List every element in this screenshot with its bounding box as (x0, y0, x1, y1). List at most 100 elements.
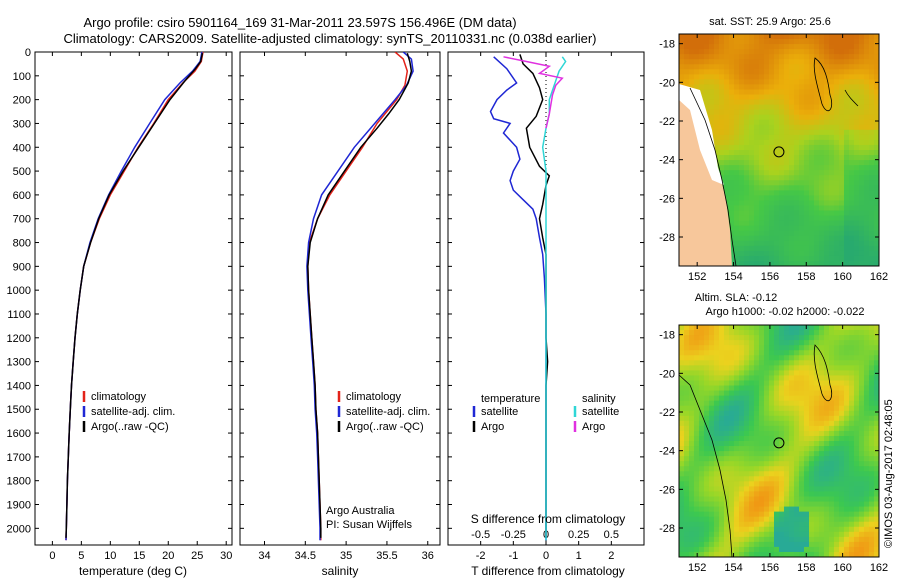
sla-cell (809, 536, 815, 543)
sla-cell (794, 456, 800, 462)
sst-cell (829, 180, 835, 186)
sst-cell (754, 240, 760, 247)
sla-cell (729, 435, 735, 442)
sla-cell (789, 325, 795, 331)
sla-cell (794, 501, 800, 508)
sla-cell (719, 345, 725, 351)
sla-cell (749, 325, 755, 331)
sla-cell (704, 486, 710, 493)
sst-cell (824, 54, 830, 60)
sla-cell (864, 491, 870, 498)
sst-cell (809, 139, 815, 146)
sla-cell (709, 521, 715, 528)
sst-cell (809, 255, 815, 262)
sst-cell (869, 245, 875, 252)
sst-cell (774, 230, 780, 237)
sst-cell (744, 124, 750, 131)
sst-cell (739, 230, 745, 237)
sla-cell (754, 420, 760, 427)
sst-cell (859, 74, 865, 80)
sla-cell (829, 511, 835, 518)
sst-cell (839, 144, 845, 151)
sla-cell (679, 375, 685, 382)
sla-cell (779, 526, 785, 533)
sla-cell (734, 430, 740, 437)
sla-cell (839, 435, 845, 442)
sst-cell (759, 250, 765, 257)
sst-cell (759, 205, 765, 212)
sla-cell (794, 546, 800, 553)
sla-cell (764, 400, 770, 407)
sla-cell (839, 430, 845, 437)
sst-cell (839, 119, 845, 126)
sla-cell (759, 486, 765, 493)
sst-cell (714, 134, 720, 141)
sst-cell (729, 129, 735, 136)
sla-cell (779, 430, 785, 437)
map-y-tick-label: -24 (659, 155, 675, 167)
sla-cell (829, 471, 835, 477)
sla-cell (809, 521, 815, 528)
sla-cell (819, 441, 825, 447)
sla-cell (784, 435, 790, 442)
sst-cell (784, 44, 790, 50)
sla-cell (739, 405, 745, 412)
depth-tick-label: 2000 (7, 523, 31, 535)
sst-cell (759, 220, 765, 227)
sla-cell (804, 521, 810, 528)
sst-cell (849, 210, 855, 217)
sla-cell (759, 355, 765, 361)
sla-cell (754, 531, 760, 538)
sla-cell (724, 486, 730, 493)
sst-cell (839, 39, 845, 45)
sst-cell (814, 114, 820, 121)
sst-cell (729, 240, 735, 247)
sla-cell (689, 405, 695, 412)
sst-cell (729, 109, 735, 116)
sst-cell (699, 59, 705, 65)
sla-cell (694, 451, 700, 457)
sla-cell (814, 430, 820, 437)
sla-cell (849, 420, 855, 427)
sst-cell (799, 54, 805, 60)
sst-cell (799, 144, 805, 151)
sst-cell (754, 49, 760, 55)
sst-cell (799, 124, 805, 131)
sst-cell (829, 129, 835, 136)
depth-tick-label: 800 (13, 238, 31, 250)
sla-cell (849, 415, 855, 422)
sst-cell (869, 134, 875, 141)
sst-cell (814, 180, 820, 186)
sst-cell (749, 34, 755, 40)
sst-cell (769, 170, 775, 176)
sla-cell (869, 375, 875, 382)
sla-cell (804, 405, 810, 412)
sla-cell (864, 335, 870, 341)
sst-cell (779, 160, 785, 166)
sla-cell (759, 350, 765, 356)
sla-cell (779, 491, 785, 498)
sla-cell (774, 516, 780, 523)
sla-cell (844, 335, 850, 341)
sla-cell (729, 471, 735, 477)
sst-cell (849, 114, 855, 121)
sla-cell (824, 516, 830, 523)
sst-cell (709, 94, 715, 101)
sla-cell (719, 395, 725, 402)
sla-cell (684, 541, 690, 548)
sla-cell (874, 461, 879, 467)
sst-cell (779, 39, 785, 45)
sla-cell (764, 325, 770, 331)
sst-cell (709, 54, 715, 60)
sla-cell (784, 496, 790, 503)
sla-cell (704, 325, 710, 331)
sla-cell (809, 325, 815, 331)
sla-cell (704, 435, 710, 442)
sla-cell (864, 481, 870, 487)
sla-cell (869, 466, 875, 472)
sla-cell (684, 551, 690, 557)
sst-cell (754, 59, 760, 65)
sla-cell (684, 435, 690, 442)
sla-cell (739, 441, 745, 447)
sst-cell (804, 150, 810, 156)
